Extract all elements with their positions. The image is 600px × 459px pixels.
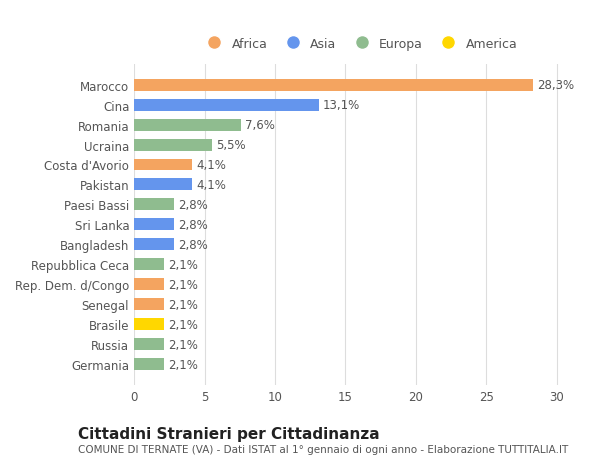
- Bar: [134, 219, 173, 231]
- Bar: [134, 259, 164, 271]
- Text: 2,1%: 2,1%: [168, 318, 198, 331]
- Text: 2,8%: 2,8%: [178, 238, 208, 252]
- Legend: Africa, Asia, Europa, America: Africa, Asia, Europa, America: [197, 33, 522, 56]
- Bar: [134, 179, 192, 191]
- Text: 13,1%: 13,1%: [323, 99, 360, 112]
- Text: 2,8%: 2,8%: [178, 218, 208, 231]
- Text: 5,5%: 5,5%: [216, 139, 245, 151]
- Text: Cittadini Stranieri per Cittadinanza: Cittadini Stranieri per Cittadinanza: [78, 425, 380, 441]
- Bar: [134, 299, 164, 311]
- Bar: [134, 319, 164, 330]
- Text: 2,1%: 2,1%: [168, 258, 198, 271]
- Bar: [134, 239, 173, 251]
- Text: 2,1%: 2,1%: [168, 278, 198, 291]
- Bar: [134, 100, 319, 112]
- Text: COMUNE DI TERNATE (VA) - Dati ISTAT al 1° gennaio di ogni anno - Elaborazione TU: COMUNE DI TERNATE (VA) - Dati ISTAT al 1…: [78, 444, 568, 454]
- Text: 4,1%: 4,1%: [196, 179, 226, 191]
- Bar: [134, 199, 173, 211]
- Bar: [134, 139, 212, 151]
- Bar: [134, 79, 533, 91]
- Text: 2,1%: 2,1%: [168, 358, 198, 371]
- Bar: [134, 338, 164, 350]
- Text: 2,1%: 2,1%: [168, 298, 198, 311]
- Text: 4,1%: 4,1%: [196, 159, 226, 172]
- Bar: [134, 159, 192, 171]
- Text: 28,3%: 28,3%: [537, 79, 574, 92]
- Bar: [134, 358, 164, 370]
- Text: 2,1%: 2,1%: [168, 338, 198, 351]
- Bar: [134, 119, 241, 131]
- Text: 7,6%: 7,6%: [245, 119, 275, 132]
- Bar: [134, 279, 164, 291]
- Text: 2,8%: 2,8%: [178, 198, 208, 212]
